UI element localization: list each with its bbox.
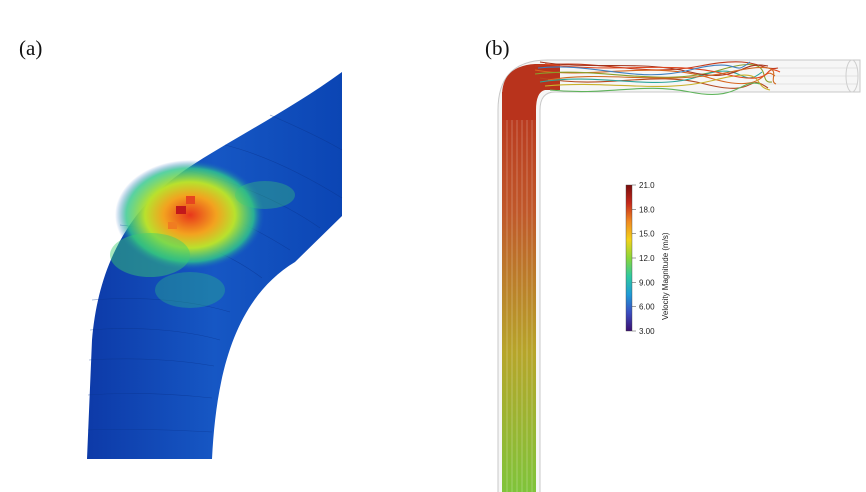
vertical-flow-bundle (502, 92, 536, 492)
colorbar: 21.0 18.0 15.0 12.0 9.00 6.00 3.00 Velocity Ma… (625, 181, 670, 336)
colorbar-tick-label: 21.0 (639, 181, 655, 190)
colorbar-tick-label: 12.0 (639, 254, 655, 263)
elbow-flow (502, 64, 560, 120)
colorbar-tick-label: 6.00 (639, 303, 655, 312)
colorbar-title: Velocity Magnitude (m/s) (661, 232, 670, 320)
outlet-streamlines (534, 61, 781, 95)
colorbar-ticks: 21.0 18.0 15.0 12.0 9.00 6.00 3.00 (632, 181, 655, 336)
colorbar-tick-label: 9.00 (639, 278, 655, 287)
panel-b-pipe-render (497, 59, 861, 492)
colorbar-bar (625, 184, 633, 332)
hotspot-region (115, 160, 265, 270)
vertical-streamlines (506, 92, 533, 492)
panel-a-label: (a) (19, 36, 43, 60)
pipe-outline (497, 59, 861, 492)
colorbar-tick-label: 18.0 (639, 205, 655, 214)
colorbar-tick-label: 15.0 (639, 230, 655, 239)
panel-a-pipe-render (87, 72, 343, 459)
colorbar-tick-label: 3.00 (639, 327, 655, 336)
panel-b-label: (b) (485, 36, 510, 60)
